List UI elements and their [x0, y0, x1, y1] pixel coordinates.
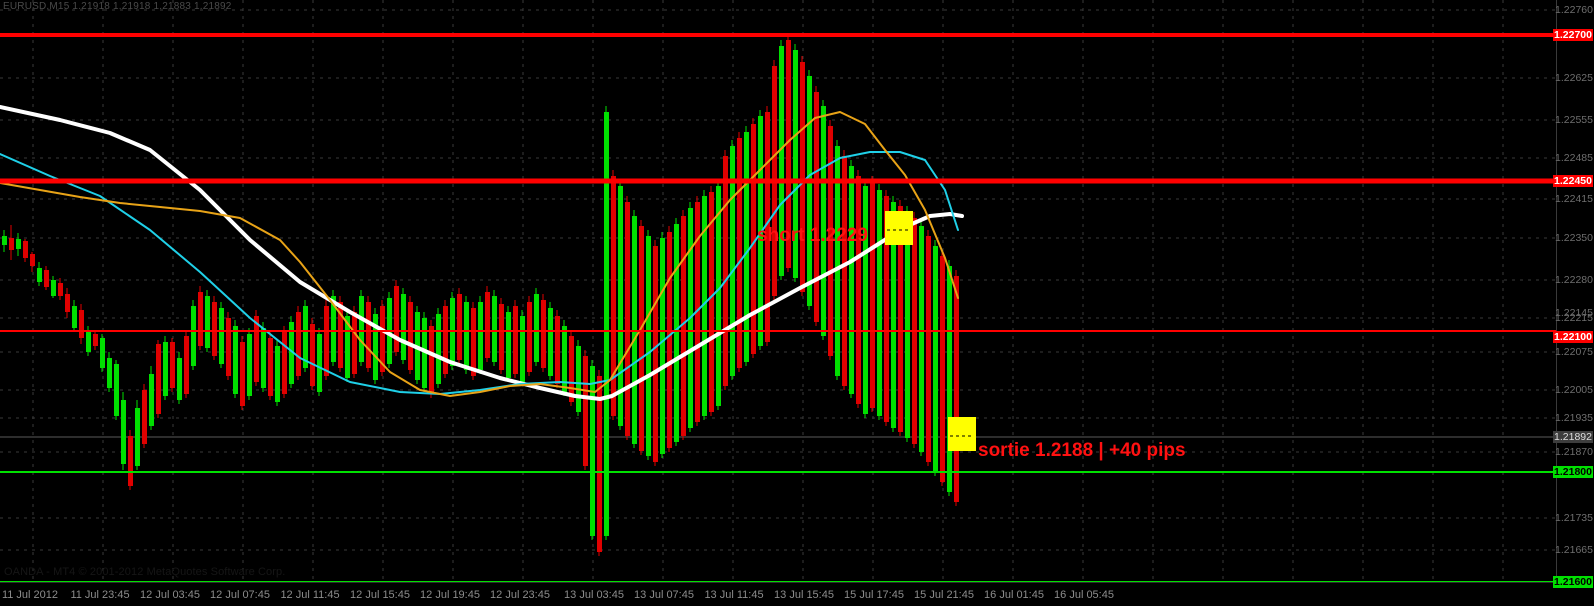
time-tick-label: 11 Jul 2012	[1, 589, 59, 601]
time-tick-label: 12 Jul 23:45	[490, 589, 550, 601]
price-scale-separator	[1556, 0, 1557, 586]
time-tick-label: 16 Jul 01:45	[984, 589, 1044, 601]
price-tick-1-21735: 1.21735	[1555, 512, 1593, 524]
time-tick-label: 13 Jul 07:45	[634, 589, 694, 601]
price-tick-1-22005: 1.22005	[1555, 384, 1593, 396]
time-tick-label: 12 Jul 11:45	[280, 589, 340, 601]
candlestick-chart	[0, 0, 1557, 583]
grid-lines	[0, 0, 1557, 582]
time-tick-label: 13 Jul 11:45	[704, 589, 764, 601]
candle-series	[2, 34, 959, 556]
time-tick-label: 12 Jul 19:45	[420, 589, 480, 601]
chart-header-label: EURUSD,M15 1.21918 1.21918 1.21883 1.218…	[3, 1, 232, 12]
annotation-exit: sortie 1.2188 | +40 pips	[978, 440, 1186, 461]
price-tick-1-22075: 1.22075	[1555, 346, 1593, 358]
price-tick-1-21892: 1.21892	[1553, 431, 1593, 443]
price-tick-1-21800: 1.21800	[1553, 466, 1593, 478]
moving-average-orange	[0, 111, 959, 397]
price-tick-1-22280: 1.22280	[1555, 274, 1593, 286]
price-tick-1-22350: 1.22350	[1555, 232, 1593, 244]
time-scale-separator	[0, 582, 1594, 583]
price-tick-1-22100: 1.22100	[1553, 331, 1593, 343]
price-tick-1-22450: 1.22450	[1553, 175, 1593, 187]
time-tick-label: 15 Jul 21:45	[914, 589, 974, 601]
moving-average-cyan	[0, 151, 959, 395]
time-tick-label: 13 Jul 15:45	[774, 589, 834, 601]
chart-plot-area[interactable]	[0, 0, 1557, 606]
time-tick-label: 12 Jul 07:45	[210, 589, 270, 601]
time-tick-label: 12 Jul 03:45	[140, 589, 200, 601]
price-tick-1-22555: 1.22555	[1555, 114, 1593, 126]
price-tick-1-21665: 1.21665	[1555, 544, 1593, 556]
price-tick-1-22700: 1.22700	[1553, 29, 1593, 41]
time-tick-label: 15 Jul 17:45	[844, 589, 904, 601]
price-tick-1-21870: 1.21870	[1555, 446, 1593, 458]
broker-copyright-label: OANDA - MT4 © 2001-2012 MetaQuotes Softw…	[4, 566, 286, 578]
price-tick-1-21600: 1.21600	[1553, 576, 1593, 588]
annotation-short-entry: short 1.2229	[757, 225, 868, 246]
price-tick-1-22625: 1.22625	[1555, 72, 1593, 84]
trade-marker-sell-entry[interactable]	[885, 211, 913, 245]
price-tick-1-22145: 1.22145	[1555, 307, 1593, 319]
price-tick-1-22415: 1.22415	[1555, 193, 1593, 205]
moving-average-white	[0, 105, 964, 401]
price-tick-1-22485: 1.22485	[1555, 152, 1593, 164]
time-tick-label: 12 Jul 15:45	[350, 589, 410, 601]
price-scale[interactable]: 1.22760 1.22700 1.22625 1.22555 1.22485 1.224…	[1553, 0, 1594, 606]
time-tick-label: 13 Jul 03:45	[564, 589, 624, 601]
trade-marker-buy-exit[interactable]	[948, 417, 976, 451]
price-tick-1-22760: 1.22760	[1555, 4, 1593, 16]
price-tick-1-22215: 1.22215	[1555, 312, 1593, 324]
price-tick-1-21935: 1.21935	[1555, 412, 1593, 424]
time-tick-label: 11 Jul 23:45	[70, 589, 130, 601]
time-tick-label: 16 Jul 05:45	[1054, 589, 1114, 601]
